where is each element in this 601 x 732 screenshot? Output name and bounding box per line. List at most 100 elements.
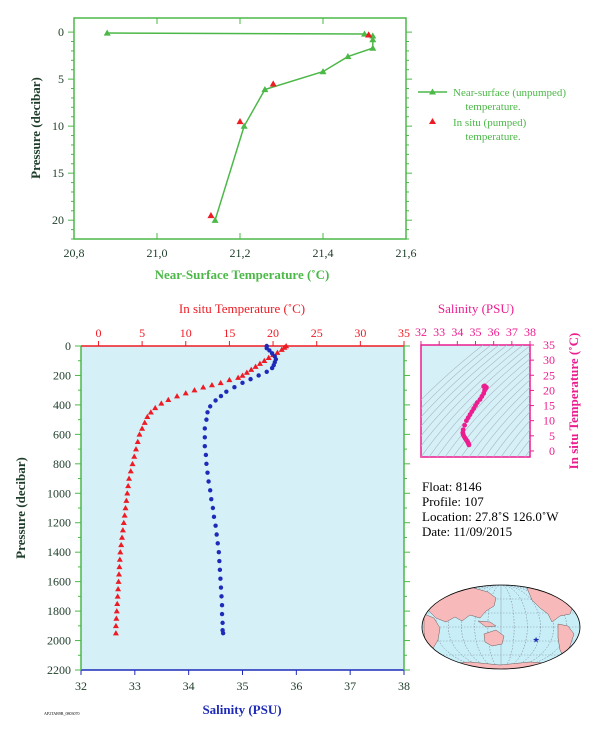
salinity-point — [209, 496, 214, 502]
salinity-point — [205, 410, 210, 415]
near-surface-unpumped-point — [261, 85, 269, 93]
pressure-tick-label: 200 — [53, 368, 71, 382]
ts-isopycnal-line — [421, 345, 508, 427]
temperature-point — [119, 527, 126, 533]
temperature-point — [132, 446, 139, 452]
pressure-tick-label: 0 — [65, 339, 71, 353]
temperature-point — [112, 622, 119, 629]
temperature-point — [116, 556, 123, 562]
salinity-point — [211, 514, 217, 520]
salinity-point — [210, 505, 216, 511]
temperature-point — [136, 431, 143, 437]
salinity-tick-label: 35 — [237, 679, 249, 693]
temperature-tick-label: 15 — [223, 326, 235, 340]
ts-y-tick-label: 30 — [543, 353, 555, 367]
ts-isopycnal-line — [476, 394, 530, 457]
temperature-point — [174, 393, 181, 399]
salinity-point — [213, 523, 218, 528]
ts-x-tick-label: 33 — [433, 325, 445, 339]
temperature-point — [112, 630, 119, 636]
near-surface-x-tick-label: 21,6 — [396, 246, 417, 260]
map-meridian — [461, 585, 541, 669]
temperature-tick-label: 20 — [267, 326, 279, 340]
salinity-point — [224, 389, 229, 394]
salinity-point — [204, 417, 209, 422]
temperature-point — [281, 344, 288, 350]
temperature-point — [115, 571, 122, 577]
near-surface-pumped-point — [269, 80, 277, 87]
temperature-point — [114, 593, 121, 599]
near-surface-pumped-point — [207, 211, 215, 219]
salinity-point — [248, 376, 253, 382]
temperature-point — [129, 460, 136, 467]
ts-isopycnal-line — [421, 345, 492, 409]
legend-triangle-swatch — [429, 118, 436, 124]
salinity-point — [220, 620, 225, 626]
profile-y-label: Pressure (decibar) — [13, 457, 28, 559]
near-surface-x-tick-label: 21,2 — [230, 246, 251, 260]
temperature-point — [165, 396, 172, 403]
temperature-point — [127, 468, 134, 474]
near-surface-unpumped-point — [369, 44, 377, 51]
legend-label-pumped-2: temperature. — [465, 131, 521, 143]
ts-isopycnal-line — [421, 345, 524, 447]
profile-bottom-x-label: Salinity (PSU) — [202, 702, 281, 717]
temperature-point — [126, 475, 133, 481]
ts-x-tick-label: 37 — [506, 325, 518, 339]
ts-isopycnal-line — [484, 402, 530, 457]
ts-y-tick-label: 25 — [543, 368, 555, 382]
near-surface-unpumped-point — [103, 29, 111, 36]
temperature-point — [131, 453, 138, 459]
temperature-point — [239, 372, 246, 378]
salinity-point — [218, 585, 224, 590]
temperature-point — [120, 519, 127, 525]
temperature-point — [114, 600, 121, 606]
near-surface-y-tick-label: 0 — [58, 25, 64, 39]
near-surface-x-tick-label: 21,4 — [313, 246, 334, 260]
ts-point — [460, 427, 466, 433]
float-location-star-icon — [533, 636, 540, 643]
salinity-tick-label: 38 — [398, 679, 410, 693]
salinity-point — [203, 452, 209, 458]
map-land-australia — [483, 629, 505, 647]
temperature-point — [226, 376, 233, 383]
temperature-point — [115, 586, 122, 592]
temperature-tick-label: 10 — [180, 326, 192, 340]
temperature-point — [121, 512, 128, 518]
temperature-tick-label: 35 — [398, 326, 410, 340]
ts-y-tick-label: 35 — [543, 338, 555, 352]
temperature-point — [252, 363, 259, 369]
pressure-tick-label: 1400 — [47, 545, 71, 559]
float-number: Float: 8146 — [422, 479, 482, 494]
near-surface-unpumped-point — [319, 68, 327, 75]
temperature-point — [191, 387, 198, 393]
temperature-point — [147, 409, 154, 415]
temperature-point — [134, 438, 141, 444]
salinity-tick-label: 32 — [75, 679, 87, 693]
near-surface-x-tick-label: 20,8 — [64, 246, 85, 260]
near-surface-y-label: Pressure (decibar) — [28, 77, 43, 179]
ts-isopycnal-line — [524, 449, 530, 457]
map-outline — [421, 584, 581, 670]
temperature-point — [208, 382, 215, 388]
salinity-point — [202, 435, 208, 440]
temperature-point — [243, 369, 250, 375]
salinity-point — [219, 603, 225, 608]
salinity-point — [214, 532, 219, 537]
salinity-tick-label: 34 — [183, 679, 195, 693]
temperature-point — [261, 357, 268, 363]
ts-y-tick-label: 0 — [549, 444, 555, 458]
pressure-tick-label: 1800 — [47, 604, 71, 618]
temperature-point — [123, 497, 130, 503]
world-map — [421, 584, 581, 670]
ts-x-tick-label: 38 — [524, 325, 536, 339]
salinity-point — [240, 380, 245, 386]
near-surface-chart: 20,8 21,0 21,2 21,4 21,6 0 5 10 15 20 Near-Surfac… — [28, 17, 417, 282]
ts-isopycnal-line — [508, 429, 530, 457]
ts-x-label: Salinity (PSU) — [438, 301, 514, 316]
map-land-africa — [423, 613, 441, 651]
salinity-point — [264, 369, 269, 374]
salinity-point — [208, 488, 213, 493]
ts-isopycnal-line — [444, 365, 530, 457]
